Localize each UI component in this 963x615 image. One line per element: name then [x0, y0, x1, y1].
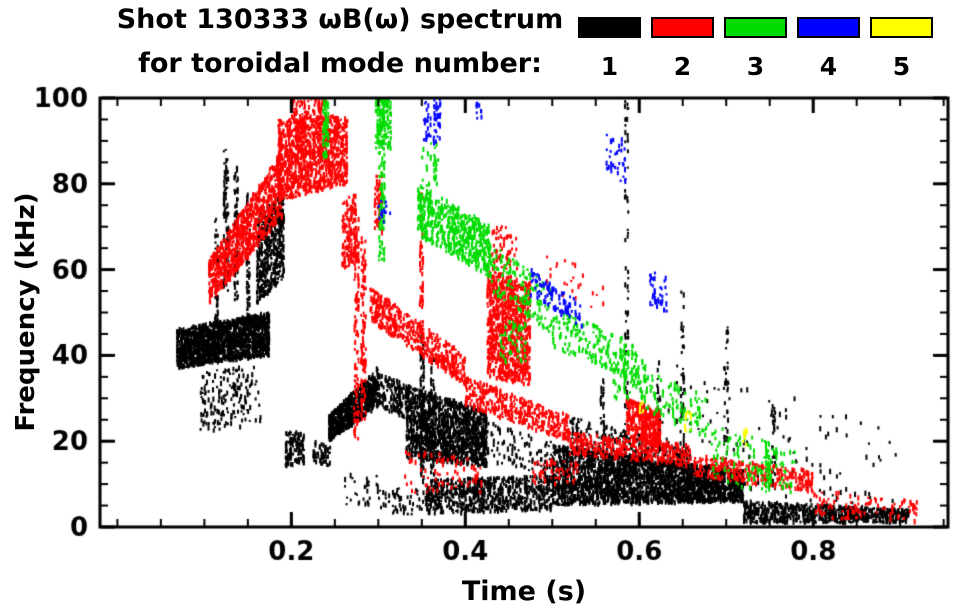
legend-label-n2: 2 — [673, 52, 692, 81]
legend-label-n3: 3 — [746, 52, 765, 81]
chart-title: Shot 130333 ωB(ω) spectrum — [116, 4, 564, 35]
legend-swatch-n3 — [724, 17, 787, 38]
chart-subtitle: for toroidal mode number: — [138, 48, 542, 79]
legend-labels: 1 2 3 4 5 — [578, 52, 933, 81]
legend-swatch-n1 — [578, 17, 641, 38]
legend — [578, 17, 933, 38]
legend-label-n5: 5 — [892, 52, 911, 81]
legend-label-n1: 1 — [600, 52, 619, 81]
legend-label-n4: 4 — [819, 52, 838, 81]
y-axis-label: Frequency (kHz) — [11, 192, 41, 432]
legend-swatch-n5 — [870, 17, 933, 38]
legend-swatch-n2 — [651, 17, 714, 38]
x-axis-label: Time (s) — [461, 576, 587, 607]
legend-swatch-n4 — [797, 17, 860, 38]
